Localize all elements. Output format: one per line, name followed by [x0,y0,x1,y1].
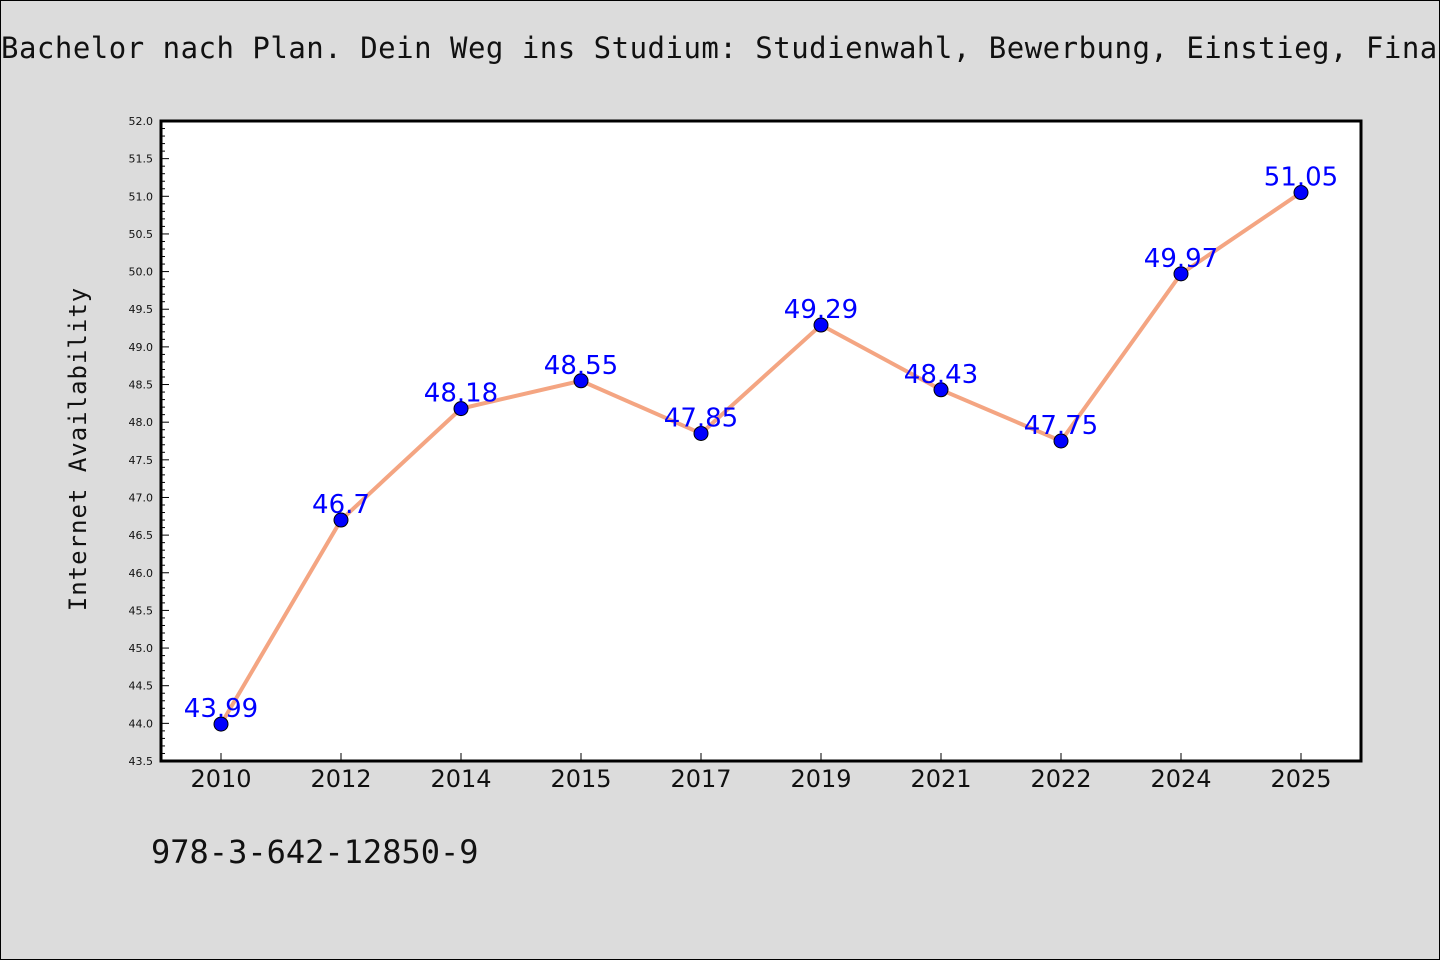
y-tick-label: 45.0 [129,642,154,655]
y-tick-label: 52.0 [129,115,154,128]
x-tick-label: 2019 [790,765,851,793]
data-label: 51.05 [1264,163,1338,193]
x-tick-label: 2014 [430,765,491,793]
data-label: 49.29 [784,295,858,325]
y-tick-label: 49.5 [129,303,154,316]
y-axis: 43.5 44.0 44.5 45.0 45.5 46.0 46.5 47.0 47.5 48.0… [129,115,169,768]
y-tick-label: 49.0 [129,341,154,354]
y-tick-label: 45.5 [129,604,154,617]
y-tick-label: 44.5 [129,680,154,693]
data-label: 49.97 [1144,244,1218,274]
x-tick-label: 2025 [1270,765,1331,793]
data-point [453,401,469,417]
data-point [813,317,829,333]
y-tick-label: 46.0 [129,567,154,580]
data-point [573,373,589,389]
x-tick-label: 2017 [670,765,731,793]
y-tick-label: 47.0 [129,491,154,504]
x-tick-label: 2010 [190,765,251,793]
y-tick-label: 50.0 [129,266,154,279]
data-label: 47.85 [664,403,738,433]
x-tick-label: 2015 [550,765,611,793]
y-tick-label: 51.0 [129,190,154,203]
y-tick-label: 50.5 [129,228,154,241]
y-tick-label: 44.0 [129,717,154,730]
data-point [1173,266,1189,282]
series-line [219,190,1303,726]
data-label: 46.7 [312,490,370,520]
chart-title: Bachelor nach Plan. Dein Weg ins Studium… [1,31,1438,65]
x-tick-label: 2022 [1030,765,1091,793]
y-axis-title: Internet Availability [64,287,92,611]
y-tick-label: 47.5 [129,454,154,467]
x-axis: 2010 2012 2014 2015 2017 2019 2021 2022 2024 2025 [190,753,1332,793]
data-point [1053,433,1069,449]
y-tick-label: 48.0 [129,416,154,429]
x-tick-label: 2012 [310,765,371,793]
y-tick-label: 43.5 [129,755,154,768]
data-point [693,425,709,441]
y-tick-label: 51.5 [129,153,154,166]
data-point [213,716,229,732]
footer-code: 978-3-642-12850-9 [151,833,479,871]
data-label: 48.55 [544,351,618,381]
y-tick-label: 46.5 [129,529,154,542]
data-label: 48.18 [424,379,498,409]
x-tick-label: 2024 [1150,765,1211,793]
data-label: 47.75 [1024,411,1098,441]
data-label: 43.99 [184,694,258,724]
y-tick-label: 48.5 [129,379,154,392]
data-point [1293,185,1309,201]
data-point [933,382,949,398]
data-point [333,512,349,528]
data-label: 48.43 [904,360,978,390]
series-layer: 43.99 46.7 48.18 48.55 47.85 49.29 48.43 47.75 4… [184,163,1338,732]
x-tick-label: 2021 [910,765,971,793]
plot-area [159,119,1363,763]
